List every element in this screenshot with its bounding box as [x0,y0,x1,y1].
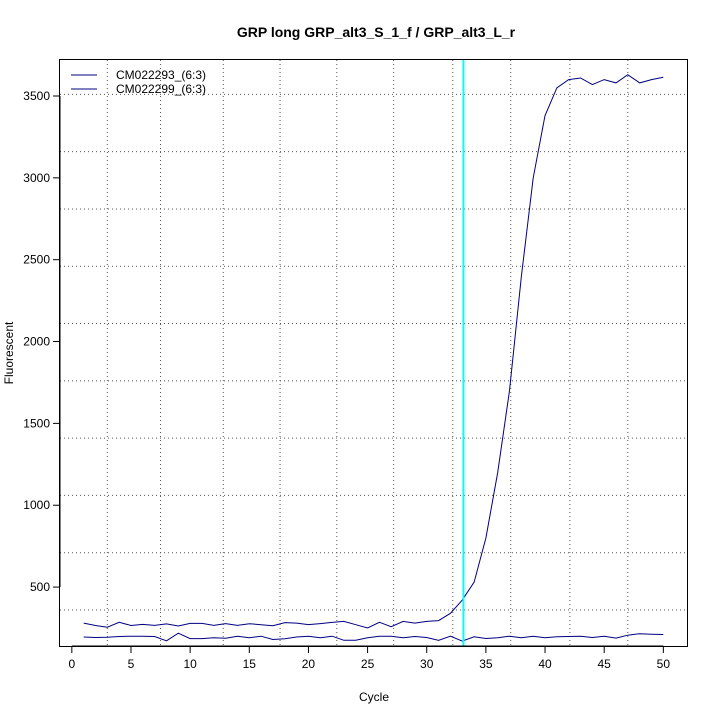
series-line-2 [83,632,664,642]
y-tick-label: 1000 [23,498,50,512]
x-tick-label: 10 [183,657,197,671]
series-line-1 [83,74,664,629]
y-tick-label: 500 [30,580,50,594]
y-tick-label: 2500 [23,253,50,267]
grid-lines [60,60,687,646]
x-axis-label: Cycle [359,690,389,704]
x-tick-label: 5 [128,657,135,671]
x-tick-label: 30 [420,657,434,671]
legend-label: CM022293_(6:3) [116,68,206,82]
y-axis-label: Fluorescent [2,321,16,384]
x-tick-label: 50 [657,657,671,671]
x-tick-label: 0 [68,657,75,671]
x-tick-label: 35 [479,657,493,671]
y-tick-label: 3000 [23,171,50,185]
x-axis: 0 5 10 15 20 25 30 35 40 45 50 [68,645,671,671]
legend-label: CM022299_(6:3) [116,82,206,96]
legend: CM022293_(6:3)CM022299_(6:3) [71,68,206,96]
x-tick-label: 25 [361,657,375,671]
x-tick-label: 15 [243,657,257,671]
series-lines [83,74,664,642]
x-tick-label: 45 [598,657,612,671]
x-tick-label: 20 [302,657,316,671]
y-tick-label: 2000 [23,335,50,349]
y-axis: 500 1000 1500 2000 2500 3000 3500 [23,89,61,594]
y-tick-label: 3500 [23,89,50,103]
y-tick-label: 1500 [23,416,50,430]
x-tick-label: 40 [538,657,552,671]
chart-title: GRP long GRP_alt3_S_1_f / GRP_alt3_L_r [237,24,516,40]
